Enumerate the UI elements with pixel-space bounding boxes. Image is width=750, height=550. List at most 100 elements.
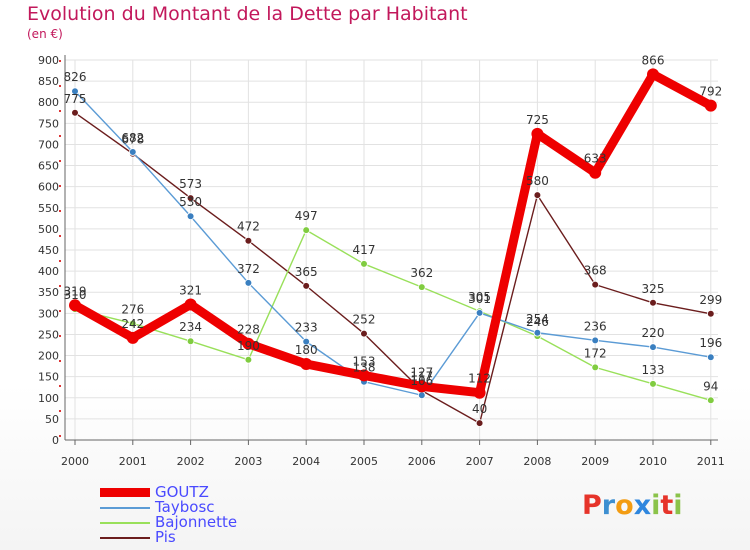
x-tick-label: 2007 xyxy=(466,455,494,468)
y-tick-label: 50 xyxy=(45,413,59,426)
y-tick-label: 750 xyxy=(38,117,59,130)
x-tick-label: 2001 xyxy=(119,455,147,468)
series-line-taybosc xyxy=(74,90,712,396)
data-label-bajonnette: 497 xyxy=(295,209,318,223)
data-label-goutz: 242 xyxy=(121,317,144,331)
data-point-bajonnette xyxy=(360,260,368,268)
data-label-bajonnette: 310 xyxy=(64,288,87,302)
data-label-bajonnette: 246 xyxy=(526,315,549,329)
data-point-bajonnette xyxy=(302,226,311,234)
legend-swatch xyxy=(100,536,150,539)
data-label-bajonnette: 190 xyxy=(237,339,260,353)
data-label-taybosc: 233 xyxy=(295,321,318,335)
data-label-pis: 252 xyxy=(353,313,376,327)
data-label-goutz: 127 xyxy=(410,365,433,379)
data-label-pis: 580 xyxy=(526,174,549,188)
axis-dot xyxy=(59,85,61,87)
data-label-taybosc: 682 xyxy=(121,131,144,145)
axis-dot xyxy=(59,135,61,137)
data-point-taybosc xyxy=(417,391,426,400)
x-tick-label: 2006 xyxy=(408,455,436,468)
data-label-bajonnette: 172 xyxy=(584,346,607,360)
logo-letter: i xyxy=(651,490,661,521)
logo-letter: o xyxy=(615,490,634,521)
data-label-goutz: 180 xyxy=(295,343,318,357)
y-tick-label: 600 xyxy=(38,181,59,194)
data-label-taybosc: 826 xyxy=(64,70,87,84)
y-tick-label: 400 xyxy=(38,265,59,278)
data-label-goutz: 112 xyxy=(468,372,491,386)
y-tick-label: 450 xyxy=(38,244,59,257)
axis-dot xyxy=(59,210,61,212)
legend-item-pis: Pis xyxy=(100,530,237,545)
data-label-pis: 573 xyxy=(179,177,202,191)
x-tick-label: 2011 xyxy=(697,455,725,468)
x-tick-label: 2010 xyxy=(639,455,667,468)
axis-dot xyxy=(59,385,61,387)
data-point-goutz xyxy=(126,331,139,344)
axis-dot xyxy=(59,160,61,162)
data-label-taybosc: 530 xyxy=(179,195,202,209)
series-line-goutz xyxy=(70,69,716,398)
legend-swatch xyxy=(100,521,150,524)
y-tick-label: 500 xyxy=(38,223,59,236)
x-tick-label: 2003 xyxy=(234,455,262,468)
legend-swatch xyxy=(100,506,150,509)
data-label-pis: 368 xyxy=(584,264,607,278)
x-tick-label: 2004 xyxy=(292,455,320,468)
data-point-bajonnette xyxy=(417,283,426,291)
logo-letter: i xyxy=(673,490,683,521)
proxiti-logo: Proxiti xyxy=(582,490,683,521)
logo-letter: t xyxy=(660,490,674,521)
data-point-goutz xyxy=(358,369,370,382)
legend-swatch xyxy=(100,488,150,497)
series-line-pis xyxy=(74,112,712,424)
data-point-taybosc xyxy=(302,337,311,346)
chart-legend: GOUTZ Taybosc Bajonnette Pis xyxy=(100,485,237,545)
data-point-goutz xyxy=(184,298,197,311)
axis-dot xyxy=(59,285,61,287)
data-label-goutz: 228 xyxy=(237,323,260,337)
data-point-pis xyxy=(244,236,253,245)
y-tick-label: 850 xyxy=(38,75,59,88)
data-point-goutz xyxy=(473,386,486,399)
data-label-taybosc: 138 xyxy=(353,361,376,375)
data-point-goutz xyxy=(704,99,717,112)
data-label-goutz: 792 xyxy=(699,85,722,99)
axis-dot xyxy=(59,310,61,312)
y-tick-label: 350 xyxy=(38,286,59,299)
data-label-bajonnette: 305 xyxy=(468,290,491,304)
data-point-bajonnette xyxy=(649,380,657,388)
data-label-pis: 365 xyxy=(295,265,318,279)
data-point-bajonnette xyxy=(591,363,599,372)
data-point-taybosc xyxy=(71,87,79,96)
data-point-taybosc xyxy=(186,212,195,221)
y-tick-label: 900 xyxy=(38,54,59,67)
data-label-bajonnette: 234 xyxy=(179,320,202,334)
data-point-taybosc xyxy=(475,309,484,317)
axis-dot xyxy=(59,410,61,412)
y-tick-label: 700 xyxy=(38,138,59,151)
data-label-taybosc: 220 xyxy=(642,326,665,340)
legend-label: Bajonnette xyxy=(155,513,238,531)
data-point-pis xyxy=(360,329,368,338)
data-point-pis xyxy=(706,309,715,318)
chart-title: Evolution du Montant de la Dette par Hab… xyxy=(27,3,468,25)
data-label-taybosc: 254 xyxy=(526,312,549,326)
data-point-pis xyxy=(649,298,657,307)
series-line-bajonnette xyxy=(74,229,712,402)
axis-dot xyxy=(59,60,61,62)
legend-item-goutz: GOUTZ xyxy=(100,485,237,500)
data-label-bajonnette: 362 xyxy=(410,266,433,280)
data-point-pis xyxy=(186,194,195,202)
data-label-bajonnette: 94 xyxy=(703,379,718,393)
data-point-taybosc xyxy=(591,336,599,345)
data-point-pis xyxy=(591,280,599,289)
logo-letter: P xyxy=(582,490,602,521)
chart-unit-label: (en €) xyxy=(27,27,63,41)
data-point-pis xyxy=(533,191,542,199)
x-tick-label: 2000 xyxy=(61,455,89,468)
data-label-taybosc: 301 xyxy=(468,292,491,306)
legend-item-taybosc: Taybosc xyxy=(100,500,237,515)
